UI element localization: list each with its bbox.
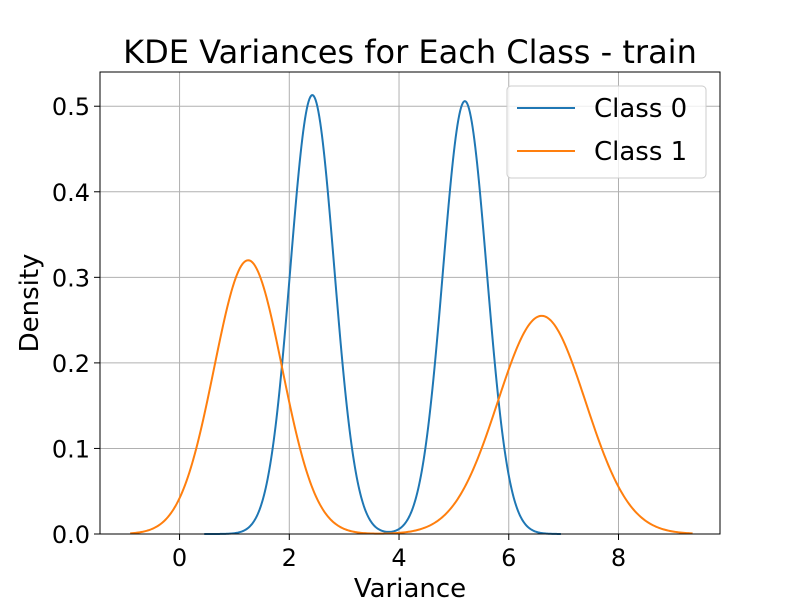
y-tick-label: 0.3 [52, 264, 90, 292]
y-tick-label: 0.1 [52, 435, 90, 463]
y-tick-label: 0.5 [52, 93, 90, 121]
y-axis-ticks: 0.0 0.1 0.2 0.3 0.4 0.5 [52, 93, 100, 549]
legend-label-class-1: Class 1 [594, 137, 687, 167]
series-lines [130, 94, 693, 535]
legend: Class 0 Class 1 [506, 85, 707, 179]
x-tick-label: 6 [501, 544, 516, 572]
y-tick-label: 0.2 [52, 350, 90, 378]
legend-label-class-0: Class 0 [594, 94, 687, 124]
x-tick-label: 8 [611, 544, 626, 572]
y-tick-label: 0.0 [52, 521, 90, 549]
plot-frame [99, 71, 721, 535]
x-axis-label: Variance [354, 574, 466, 600]
series-line-class-0 [204, 94, 561, 535]
x-axis-ticks: 0 2 4 6 8 [172, 534, 626, 572]
x-tick-label: 2 [282, 544, 297, 572]
series-line-class-1 [130, 259, 693, 535]
x-tick-label: 4 [391, 544, 406, 572]
chart-title: KDE Variances for Each Class - train [123, 33, 697, 71]
y-tick-label: 0.4 [52, 179, 90, 207]
y-axis-label: Density [15, 254, 45, 353]
x-tick-label: 0 [172, 544, 187, 572]
